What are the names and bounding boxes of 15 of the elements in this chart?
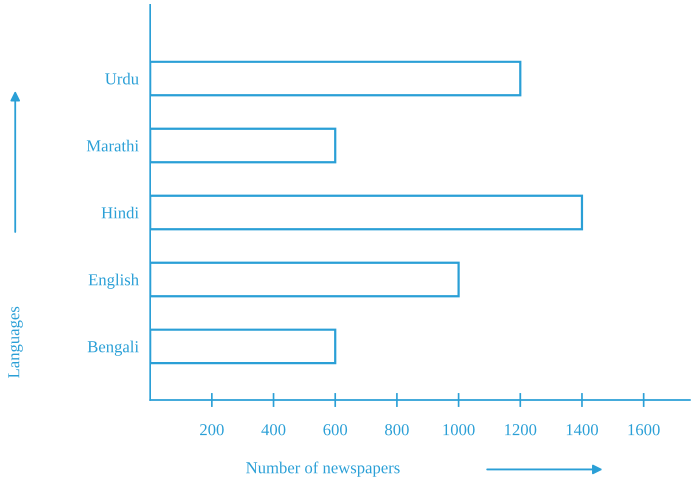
x-tick-label: 200: [200, 424, 224, 436]
y-tick-label: Hindi: [102, 206, 139, 218]
y-tick-label: English: [88, 274, 139, 289]
x-axis-title: Number of newspapers: [246, 461, 400, 477]
x-tick-label: 600: [323, 424, 348, 436]
y-tick-label: Marathi: [86, 140, 139, 152]
x-tick-label: 1200: [505, 424, 536, 436]
x-tick-label: 1600: [628, 424, 660, 436]
y-tick-label: Bengali: [88, 340, 139, 356]
x-tick-label: 800: [385, 424, 409, 436]
y-tick-label: Urdu: [105, 72, 139, 84]
x-tick-label: 400: [261, 424, 286, 436]
y-axis-title: Languages: [8, 306, 23, 378]
x-tick-label: 1000: [443, 424, 475, 436]
x-tick-label: 1400: [566, 424, 598, 436]
